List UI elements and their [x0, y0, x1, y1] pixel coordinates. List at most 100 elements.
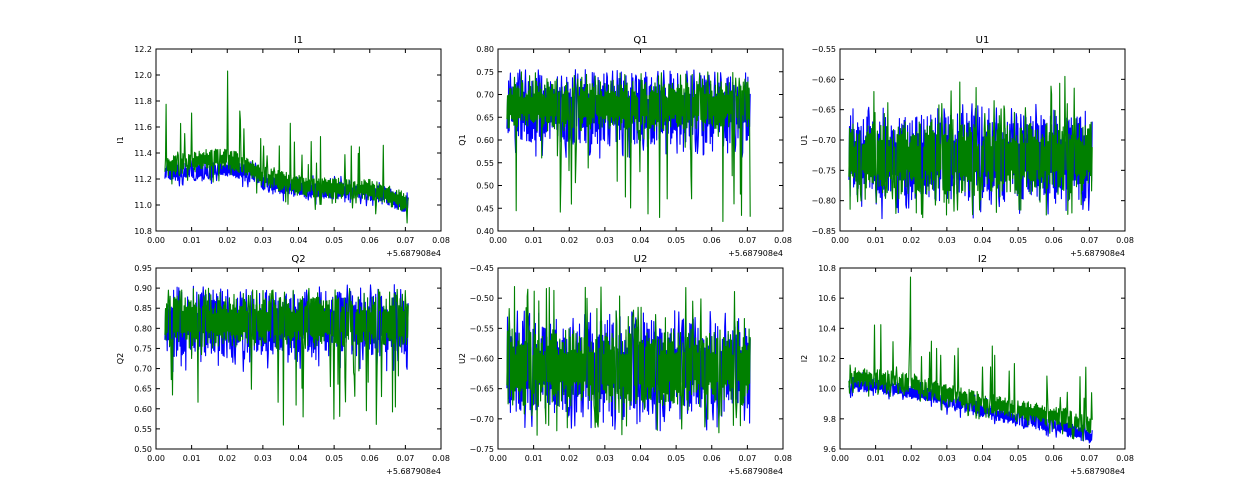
y-tick-label: 12.0	[134, 71, 152, 80]
y-tick-label: 12.2	[134, 45, 152, 54]
y-tick-label: 0.90	[134, 284, 152, 293]
subplot-title: I1	[294, 35, 303, 46]
x-tick-label: 0.01	[183, 236, 201, 245]
x-tick-label: 0.04	[974, 454, 992, 463]
x-offset-label: +5.687908e4	[1070, 467, 1125, 476]
y-tick-label: 0.55	[134, 425, 152, 434]
x-tick-label: 0.03	[938, 236, 956, 245]
x-offset-label: +5.687908e4	[386, 467, 441, 476]
y-tick-label: 0.70	[134, 365, 152, 374]
y-tick-label: −0.45	[469, 264, 494, 273]
x-tick-label: 0.00	[831, 236, 849, 245]
y-tick-label: −0.70	[811, 136, 836, 145]
x-tick-label: 0.06	[1045, 454, 1063, 463]
y-tick-label: 0.45	[476, 204, 494, 213]
x-tick-label: 0.07	[738, 236, 756, 245]
y-tick-label: 0.60	[134, 405, 152, 414]
x-tick-label: 0.08	[774, 236, 792, 245]
x-tick-label: 0.00	[147, 454, 165, 463]
y-tick-label: 0.80	[134, 324, 152, 333]
y-tick-label: 0.65	[476, 113, 494, 122]
x-tick-label: 0.02	[560, 236, 578, 245]
x-offset-label: +5.687908e4	[1070, 249, 1125, 258]
y-tick-label: 10.6	[818, 294, 836, 303]
y-tick-label: 0.75	[134, 344, 152, 353]
y-tick-label: 0.85	[134, 304, 152, 313]
x-tick-label: 0.00	[489, 236, 507, 245]
x-tick-label: 0.05	[667, 236, 685, 245]
y-tick-label: 0.65	[134, 385, 152, 394]
y-tick-label: 0.50	[134, 445, 152, 454]
x-tick-label: 0.08	[774, 454, 792, 463]
y-tick-label: 0.50	[476, 182, 494, 191]
x-tick-label: 0.03	[254, 454, 272, 463]
y-tick-label: 11.8	[134, 97, 152, 106]
x-tick-label: 0.06	[703, 236, 721, 245]
x-tick-label: 0.04	[290, 454, 308, 463]
subplot-U1: 0.00 0.01 0.02 0.03 0.04 0.05 0.06 0.07 0.08 −0.8…	[800, 35, 1134, 258]
series-line-green	[506, 286, 751, 436]
y-tick-label: −0.85	[811, 227, 836, 236]
y-tick-label: −0.75	[469, 445, 494, 454]
y-tick-label: 0.80	[476, 45, 494, 54]
subplot-Q2: 0.00 0.01 0.02 0.03 0.04 0.05 0.06 0.07 0.08 0.50…	[116, 254, 450, 476]
x-tick-label: 0.06	[1045, 236, 1063, 245]
y-tick-label: −0.50	[469, 294, 494, 303]
x-tick-label: 0.01	[525, 236, 543, 245]
y-tick-label: 9.8	[823, 415, 836, 424]
subplot-I1: 0.00 0.01 0.02 0.03 0.04 0.05 0.06 0.07 0.08 10.8…	[116, 35, 450, 258]
y-tick-label: 0.95	[134, 264, 152, 273]
y-tick-label: 0.60	[476, 136, 494, 145]
y-tick-label: 11.0	[134, 201, 152, 210]
y-tick-label: 10.8	[818, 264, 836, 273]
y-axis-label: U2	[458, 353, 467, 364]
x-tick-label: 0.07	[396, 454, 414, 463]
subplot-title: I2	[978, 254, 987, 265]
x-tick-label: 0.01	[867, 236, 885, 245]
subplot-title: Q1	[633, 35, 647, 46]
y-tick-label: 10.4	[818, 324, 836, 333]
x-tick-label: 0.03	[596, 454, 614, 463]
y-tick-label: 11.6	[134, 123, 152, 132]
x-tick-label: 0.06	[361, 236, 379, 245]
x-tick-label: 0.08	[432, 236, 450, 245]
x-tick-label: 0.08	[1116, 454, 1134, 463]
subplot-title: U2	[634, 254, 648, 265]
x-tick-label: 0.05	[325, 236, 343, 245]
x-offset-label: +5.687908e4	[728, 467, 783, 476]
y-tick-label: 10.0	[818, 385, 836, 394]
y-axis-label: U1	[800, 135, 809, 146]
series-line-green	[164, 287, 409, 426]
y-tick-label: 0.75	[476, 68, 494, 77]
x-tick-label: 0.02	[218, 236, 236, 245]
x-tick-label: 0.05	[325, 454, 343, 463]
y-tick-label: 11.2	[134, 175, 152, 184]
x-tick-label: 0.05	[1009, 454, 1027, 463]
x-tick-label: 0.04	[290, 236, 308, 245]
x-tick-label: 0.07	[1080, 236, 1098, 245]
y-tick-label: −0.55	[469, 324, 494, 333]
x-tick-label: 0.08	[1116, 236, 1134, 245]
y-tick-label: 9.6	[823, 445, 836, 454]
x-tick-label: 0.06	[361, 454, 379, 463]
y-tick-label: −0.75	[811, 166, 836, 175]
y-tick-label: 11.4	[134, 149, 152, 158]
x-tick-label: 0.06	[703, 454, 721, 463]
series-line-green	[848, 75, 1093, 219]
subplot-U2: 0.00 0.01 0.02 0.03 0.04 0.05 0.06 0.07 0.08 −0.7…	[458, 254, 792, 476]
x-tick-label: 0.00	[831, 454, 849, 463]
y-axis-label: I2	[800, 355, 809, 362]
y-tick-label: −0.60	[811, 75, 836, 84]
y-tick-label: 0.70	[476, 91, 494, 100]
x-tick-label: 0.01	[183, 454, 201, 463]
y-axis-label: Q1	[458, 134, 467, 145]
y-tick-label: −0.65	[811, 106, 836, 115]
x-tick-label: 0.04	[974, 236, 992, 245]
x-tick-label: 0.00	[147, 236, 165, 245]
series-line-green	[164, 70, 409, 224]
subplot-title: U1	[976, 35, 990, 46]
subplot-Q1: 0.00 0.01 0.02 0.03 0.04 0.05 0.06 0.07 0.08 0.40…	[458, 35, 792, 258]
x-tick-label: 0.05	[1009, 236, 1027, 245]
x-tick-label: 0.00	[489, 454, 507, 463]
